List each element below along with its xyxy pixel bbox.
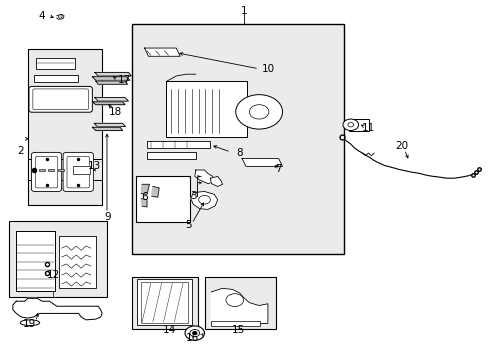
Text: 1: 1 [241, 6, 247, 16]
Polygon shape [152, 186, 159, 197]
FancyBboxPatch shape [63, 152, 93, 192]
Ellipse shape [20, 320, 40, 325]
Text: 6: 6 [141, 192, 147, 202]
Text: 16: 16 [185, 333, 199, 343]
Text: 12: 12 [47, 270, 60, 280]
FancyBboxPatch shape [33, 89, 88, 110]
Bar [147, 140, 210, 148]
Polygon shape [96, 81, 127, 84]
Bar [27, 49, 102, 205]
Text: 19: 19 [22, 319, 36, 329]
Polygon shape [190, 192, 217, 210]
Text: 17: 17 [117, 75, 130, 85]
Bar [9, 221, 107, 297]
Bar [132, 277, 198, 329]
Text: 9: 9 [104, 212, 111, 221]
Text: 3: 3 [190, 191, 196, 201]
Circle shape [184, 326, 204, 340]
Bar [34, 75, 78, 82]
Polygon shape [141, 199, 147, 207]
Bar [73, 166, 90, 174]
Text: 2: 2 [17, 146, 23, 156]
Polygon shape [211, 288, 267, 323]
Polygon shape [194, 170, 214, 184]
Bar [141, 282, 187, 323]
Polygon shape [95, 72, 131, 76]
Text: 5: 5 [185, 220, 191, 230]
Circle shape [225, 294, 243, 307]
Text: 18: 18 [108, 107, 122, 117]
Ellipse shape [58, 15, 62, 18]
Circle shape [235, 95, 282, 129]
Bar [132, 24, 344, 253]
Text: 11: 11 [362, 123, 375, 133]
FancyBboxPatch shape [31, 152, 61, 192]
Bar [166, 81, 246, 137]
Polygon shape [242, 158, 282, 166]
Polygon shape [95, 98, 128, 101]
Text: 13: 13 [88, 161, 101, 171]
Bar [136, 176, 189, 222]
Text: 15: 15 [231, 325, 244, 334]
Text: 10: 10 [261, 64, 274, 74]
Bar [58, 168, 64, 171]
Polygon shape [144, 48, 180, 56]
Bar [137, 279, 191, 325]
Bar [59, 235, 96, 288]
Bar [36, 58, 75, 69]
Polygon shape [92, 102, 125, 105]
Bar [16, 231, 55, 291]
Bar [205, 277, 276, 329]
Polygon shape [92, 127, 122, 131]
Text: 14: 14 [163, 325, 176, 334]
Bar [39, 168, 44, 171]
Polygon shape [92, 77, 130, 80]
Circle shape [192, 332, 196, 334]
Text: 20: 20 [394, 141, 407, 151]
Text: 4: 4 [39, 11, 45, 21]
Circle shape [198, 195, 210, 204]
Bar [147, 152, 195, 159]
Polygon shape [13, 298, 102, 320]
Bar [348, 119, 368, 131]
Bar [48, 168, 54, 171]
Polygon shape [57, 14, 64, 19]
FancyBboxPatch shape [35, 156, 58, 188]
Polygon shape [141, 184, 149, 194]
FancyBboxPatch shape [67, 156, 89, 188]
Bar [27, 159, 102, 180]
Circle shape [249, 105, 268, 119]
Circle shape [347, 123, 353, 127]
Circle shape [189, 329, 199, 337]
Polygon shape [94, 123, 125, 127]
FancyBboxPatch shape [29, 86, 92, 112]
Circle shape [342, 119, 358, 131]
Bar [211, 321, 260, 326]
Polygon shape [210, 176, 222, 186]
Text: 7: 7 [275, 164, 282, 174]
Text: 8: 8 [236, 148, 243, 158]
